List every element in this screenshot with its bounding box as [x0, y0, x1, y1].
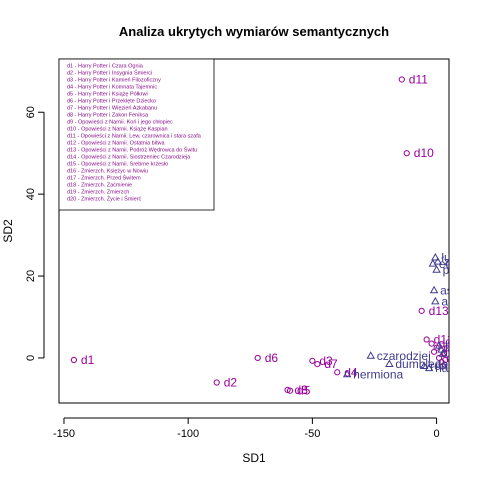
- document-point: [418, 307, 425, 314]
- document-point: [314, 360, 321, 368]
- document-point: [439, 363, 446, 370]
- document-point: [428, 340, 435, 347]
- term-label: aslan: [440, 283, 469, 297]
- legend-entry: d16 - Zmierzch. Księżyc w Nowiu: [67, 169, 148, 175]
- document-point: [213, 379, 220, 386]
- document-label: d1: [81, 353, 95, 367]
- term-point: [432, 265, 441, 273]
- x-tick-label: -150: [53, 428, 75, 440]
- document-point: [442, 356, 449, 364]
- term-label: harry: [435, 361, 462, 375]
- document-point: [430, 348, 438, 355]
- term-point: [419, 361, 429, 370]
- plot-frame: [58, 58, 450, 404]
- document-label: d10: [414, 146, 434, 160]
- term-label: piotr: [443, 263, 466, 277]
- legend-entry: d20 - Zmierzch. Życie i Śmierć: [67, 195, 142, 203]
- legend-entry: d18 - Zmierzch. Zaćmienie: [67, 183, 132, 189]
- legend-entry: d9 - Opowieści z Narnii. Koń i jego chło…: [67, 120, 173, 126]
- legend-entry: d14 - Opowieści z Narnii. Siostrzeniec C…: [67, 155, 191, 161]
- document-point: [403, 150, 410, 157]
- term-label: łucja: [441, 251, 466, 265]
- document-label: d19: [451, 347, 471, 361]
- legend-entry: d5 - Harry Potter i Książę Półkrwi: [67, 92, 148, 98]
- term-label: bella: [445, 339, 471, 353]
- legend-entry: d6 - Harry Potter i Przeklęte Dziecko: [67, 99, 156, 105]
- term-point: [431, 296, 440, 305]
- document-label: d3: [319, 354, 333, 368]
- term-point: [434, 341, 444, 349]
- document-label: d11: [409, 72, 428, 86]
- document-label: d14: [439, 337, 459, 351]
- term-label: aslan: [441, 294, 470, 308]
- term-label: czarodziej: [377, 349, 431, 363]
- y-tick-label: 20: [25, 270, 37, 282]
- document-label: d7: [324, 357, 338, 371]
- legend-entry: d3 - Harry Potter i Kamień Filozoficzny: [67, 78, 161, 84]
- term-point: [431, 253, 440, 261]
- term-label: edmund: [439, 257, 480, 271]
- y-tick-label: 60: [25, 106, 37, 118]
- legend-entry: d13 - Opowieści z Narnii. Podróż Wędrowc…: [67, 146, 197, 154]
- legend-entry: d12 - Opowieści z Narnii. Ostatnia bitwa: [67, 141, 165, 147]
- term-point: [385, 359, 394, 367]
- x-tick-label: -50: [304, 428, 320, 440]
- document-point: [286, 387, 294, 394]
- term-point: [433, 257, 443, 265]
- legend-entry: d8 - Harry Potter i Zakon Feniksa: [67, 113, 149, 119]
- legend-box: [58, 58, 215, 211]
- term-label: jacob: [448, 347, 478, 361]
- legend-entry: d4 - Harry Potter i Komnata Tajemnic: [67, 85, 157, 91]
- axes: -150 -100 -50 0 0 20 40 60: [25, 106, 440, 440]
- legend-entry: d10 - Opowieści z Narnii. Książę Kaspian: [67, 127, 168, 133]
- term-label: dumbledore: [395, 357, 459, 371]
- chart-title: Analiza ukrytych wymiarów semantycznych: [119, 24, 389, 39]
- document-point: [70, 356, 78, 364]
- legend-entry: d1 - Harry Potter i Czara Ognia: [67, 64, 144, 70]
- legend-entry: d7 - Harry Potter i Więzień Azkabanu: [67, 106, 157, 112]
- document-label: d20: [452, 353, 472, 367]
- document-label: d13: [429, 304, 449, 318]
- document-label: d4: [344, 365, 358, 379]
- legend-entry: d15 - Opowieści z Narnii. Srebrne krzesł…: [67, 162, 168, 168]
- document-label: d18: [450, 359, 470, 373]
- document-label: d2: [224, 376, 238, 390]
- legend-entry: d11 - Opowieści z Narnii. Lew, czarownic…: [67, 134, 202, 140]
- y-tick-label: 40: [25, 188, 37, 200]
- document-label: d5: [297, 384, 311, 398]
- term-point: [366, 351, 376, 359]
- legend-entry: d19 - Zmierzch. Zmierzch: [67, 190, 129, 196]
- term-point: [429, 285, 439, 294]
- y-axis-label: SD2: [1, 219, 15, 243]
- y-tick-label: 0: [25, 355, 37, 361]
- x-axis-label: SD1: [242, 451, 266, 465]
- term-point: [342, 369, 352, 378]
- document-label: d15: [444, 341, 464, 355]
- term-label: hermiona: [353, 367, 403, 381]
- x-tick-label: -100: [177, 428, 199, 440]
- document-label: d17: [449, 355, 469, 369]
- document-point: [334, 369, 341, 376]
- document-point: [398, 76, 405, 83]
- document-point: [423, 336, 430, 343]
- document-label: d6: [265, 351, 279, 365]
- term-label: ron: [430, 359, 447, 373]
- document-label: d12: [434, 333, 454, 347]
- term-label: edward: [448, 343, 480, 357]
- legend-entry: d17 - Zmierzch. Przed Świtem: [67, 174, 141, 182]
- document-label: d8: [295, 383, 309, 397]
- document-point: [254, 354, 261, 362]
- x-tick-label: 0: [434, 428, 440, 440]
- term-point: [438, 349, 448, 357]
- document-point: [309, 357, 316, 364]
- legend-entry: d2 - Harry Potter i Insygnia Śmierci: [67, 69, 152, 77]
